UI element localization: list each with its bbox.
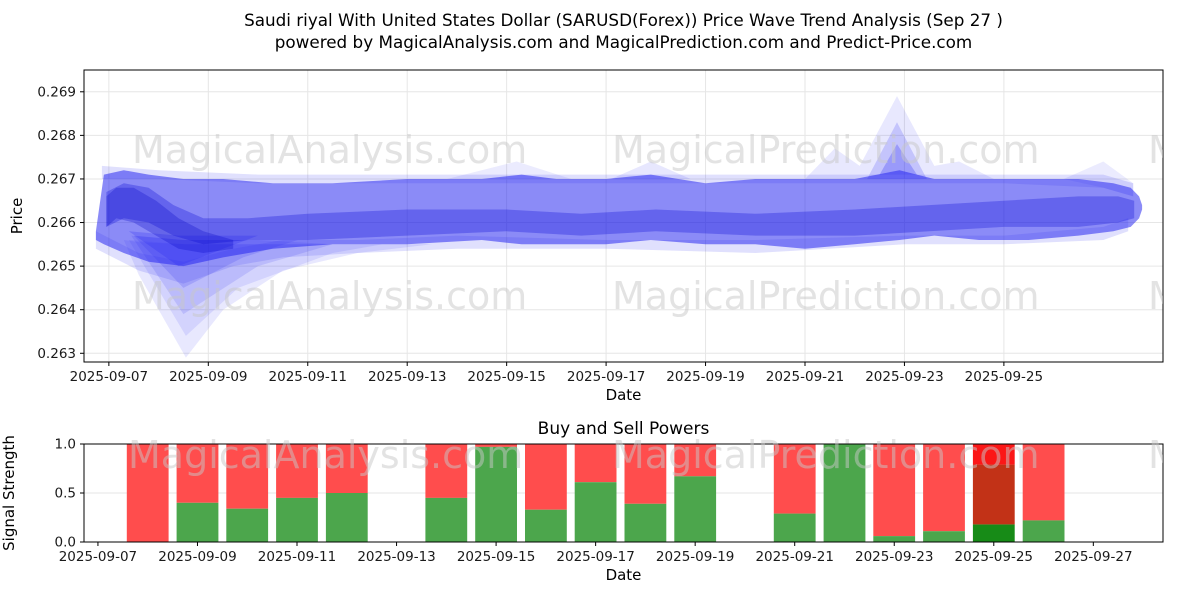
- y-axis-label: Signal Strength: [0, 435, 18, 551]
- figure-title-line2: powered by MagicalAnalysis.com and Magic…: [274, 32, 973, 53]
- watermark-text: MagicalPrediction.com: [612, 128, 1040, 172]
- x-tick-label: 2025-09-17: [556, 549, 634, 565]
- buy-bar: [226, 508, 269, 542]
- buy-bar: [873, 536, 916, 542]
- y-tick-label: 0.269: [37, 84, 76, 100]
- x-tick-label: 2025-09-25: [965, 369, 1043, 385]
- x-tick-label: 2025-09-13: [368, 369, 446, 385]
- wave-bump-sep15: [447, 161, 572, 179]
- y-tick-label: 0.267: [37, 171, 76, 187]
- y-tick-label: 0.5: [55, 486, 76, 502]
- wave-main-band: [95, 170, 1143, 267]
- x-axis-label: Date: [606, 386, 642, 404]
- x-tick-label: 2025-09-21: [766, 369, 844, 385]
- x-tick-label: 2025-09-09: [169, 369, 247, 385]
- x-tick-label: 2025-09-23: [855, 549, 933, 565]
- wave-spike-inner: [879, 144, 917, 175]
- buy-bar: [176, 502, 219, 542]
- watermark-text: MagicalPrediction.com: [612, 433, 1040, 477]
- y-tick-label: 0.265: [37, 259, 76, 275]
- signal-bar-segment: [972, 444, 1015, 465]
- plot-border: [83, 69, 1164, 363]
- x-tick-label: 2025-09-07: [70, 369, 148, 385]
- x-tick-label: 2025-09-21: [755, 549, 833, 565]
- buy-bar: [823, 444, 866, 542]
- sell-bar: [674, 444, 717, 477]
- buy-bar: [276, 497, 318, 542]
- y-axis-label: Price: [8, 198, 26, 235]
- watermark-text: MagicalAnalysis.com: [132, 128, 527, 172]
- y-tick-label: 1.0: [55, 437, 76, 453]
- sell-bar: [425, 444, 468, 498]
- subplot-title: Buy and Sell Powers: [538, 419, 710, 439]
- sell-bar: [325, 444, 368, 493]
- sell-bar: [226, 444, 269, 509]
- signal-bar-segment: [972, 464, 1015, 525]
- buy-bar: [674, 476, 717, 542]
- sell-bar: [773, 444, 816, 514]
- buy-bar: [1022, 520, 1065, 542]
- price-wave-plot: 2025-09-07 2025-09-09 2025-09-11 2025-09-13…: [8, 69, 1200, 404]
- watermark-text: MagicalAnalysis.com: [1148, 274, 1200, 318]
- x-tick-label: 2025-09-15: [457, 549, 535, 565]
- x-tick-label: 2025-09-07: [59, 549, 137, 565]
- wave-soft-bottom: [95, 218, 1129, 284]
- sell-bar: [624, 444, 667, 504]
- watermark-text: MagicalAnalysis.com: [1148, 433, 1200, 477]
- sell-bar: [276, 444, 318, 498]
- wave-spike-outer: [805, 96, 994, 179]
- buy-sell-plot: 2025-09-07 2025-09-09 2025-09-11 2025-09-13…: [0, 419, 1200, 584]
- x-tick-label: 2025-09-13: [357, 549, 435, 565]
- sell-bar: [1022, 444, 1065, 521]
- watermark-layer: MagicalAnalysis.com MagicalPrediction.com…: [128, 433, 1200, 477]
- watermark-text: MagicalAnalysis.com: [128, 433, 523, 477]
- watermark-layer: MagicalAnalysis.com MagicalPrediction.com…: [132, 128, 1200, 318]
- sell-bar: [574, 444, 617, 483]
- x-tick-label: 2025-09-11: [258, 549, 336, 565]
- buy-bar: [325, 493, 368, 542]
- wave-start-blob: [106, 187, 234, 253]
- sell-bar: [873, 444, 916, 537]
- sell-bar: [923, 444, 965, 532]
- x-tick-label: 2025-09-17: [567, 369, 645, 385]
- y-tick-label: 0.268: [37, 128, 76, 144]
- watermark-text: MagicalAnalysis.com: [132, 274, 527, 318]
- y-tick-label: 0.264: [37, 302, 76, 318]
- buy-bar: [773, 513, 816, 542]
- buy-bar: [425, 497, 468, 542]
- x-tick-label: 2025-09-09: [158, 549, 236, 565]
- x-tick-label: 2025-09-25: [955, 549, 1033, 565]
- buy-bar: [574, 482, 617, 542]
- x-tick-label: 2025-09-27: [1054, 549, 1132, 565]
- x-tick-label: 2025-09-23: [865, 369, 943, 385]
- watermark-text: MagicalAnalysis.com: [1148, 128, 1200, 172]
- wave-core-band: [106, 183, 1135, 245]
- buy-bar: [525, 509, 567, 542]
- watermark-text: MagicalPrediction.com: [612, 274, 1040, 318]
- wave-bump-sep17: [611, 161, 691, 179]
- x-axis-label: Date: [606, 566, 642, 584]
- sell-bar: [126, 444, 169, 542]
- sell-bar: [475, 444, 517, 447]
- x-tick-label: 2025-09-19: [656, 549, 734, 565]
- buy-bar: [624, 503, 667, 542]
- sell-bar: [176, 444, 219, 503]
- sell-bar: [525, 444, 567, 510]
- x-tick-label: 2025-09-15: [467, 369, 545, 385]
- y-tick-label: 0.263: [37, 346, 76, 362]
- x-tick-label: 2025-09-19: [666, 369, 744, 385]
- y-tick-label: 0.266: [37, 215, 76, 231]
- buy-bar: [923, 531, 965, 542]
- wave-dip-outer-1: [123, 240, 433, 358]
- wave-spike-mid: [867, 122, 927, 179]
- signal-bar-segment: [972, 524, 1015, 542]
- buy-bar: [475, 446, 517, 542]
- y-tick-label: 0.0: [55, 535, 76, 551]
- x-tick-label: 2025-09-11: [269, 369, 347, 385]
- figure-title: Saudi riyal With United States Dollar (S…: [84, 9, 1163, 53]
- figure-title-line1: Saudi riyal With United States Dollar (S…: [244, 10, 1003, 30]
